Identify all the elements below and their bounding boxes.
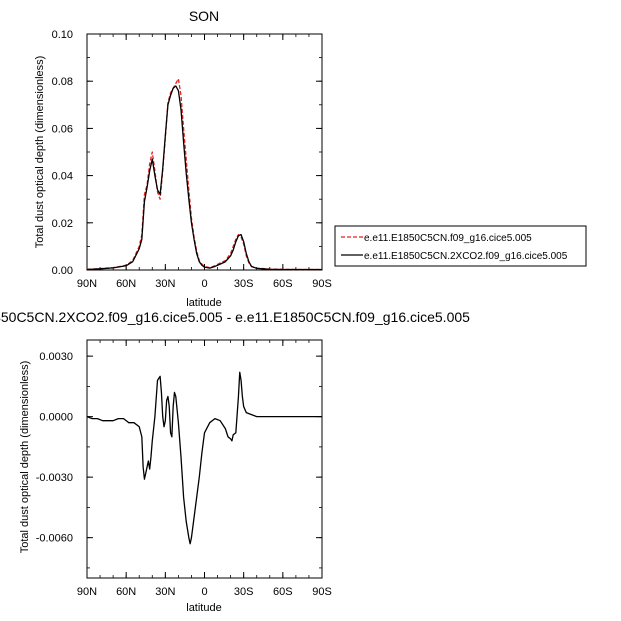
x-axis-label: latitude bbox=[186, 297, 221, 309]
x-tick-label: 90S bbox=[312, 586, 332, 598]
y-tick-label: 0.06 bbox=[52, 123, 73, 135]
x-tick-label: 30N bbox=[155, 278, 175, 290]
chart-legend: e.e11.E1850C5CN.f09_g16.cice5.005 e.e11.E… bbox=[334, 225, 587, 267]
y-tick-label: 0.04 bbox=[52, 171, 73, 183]
plot-area: 90N 60N 30N 0 30S 60S 90S 0.00 0.02 0.04 0.06 0.08 0… bbox=[52, 29, 332, 290]
x-axis-label: latitude bbox=[186, 602, 221, 614]
y-tick-label: 0.0030 bbox=[39, 351, 73, 363]
y-axis-label: Total dust optical depth (dimensionless) bbox=[34, 56, 46, 249]
bottom-chart: e.e11.E1850C5CN.2XCO2.f09_g16.cice5.005 … bbox=[0, 309, 470, 614]
x-tick-label: 60S bbox=[273, 278, 293, 290]
y-tick-label: 0.02 bbox=[52, 218, 73, 230]
legend-label: e.e11.E1850C5CN.2XCO2.f09_g16.cice5.005 bbox=[364, 251, 568, 262]
x-tick-label: 0 bbox=[201, 278, 207, 290]
series-line bbox=[86, 78, 322, 271]
chart-title: SON bbox=[189, 8, 219, 24]
y-tick-label: 0.0000 bbox=[39, 412, 73, 424]
x-tick-label: 60S bbox=[273, 586, 293, 598]
x-tick-label: 90N bbox=[77, 278, 97, 290]
legend-box bbox=[334, 225, 587, 267]
x-tick-label: 60N bbox=[116, 278, 136, 290]
chart-title: e.e11.E1850C5CN.2XCO2.f09_g16.cice5.005 … bbox=[0, 309, 470, 325]
y-tick-label: 0.08 bbox=[52, 76, 73, 88]
top-chart: SON Total dust optical depth (dimensionl… bbox=[34, 8, 587, 309]
plot-area: 90N 60N 30N 0 30S 60S 90S 0.0030 0.0000 -0.0030 -0… bbox=[36, 339, 332, 598]
x-tick-label: 0 bbox=[201, 586, 207, 598]
y-tick-label: 0.10 bbox=[52, 29, 73, 41]
y-tick-label: -0.0030 bbox=[36, 472, 73, 484]
series-line bbox=[86, 85, 322, 271]
x-tick-label: 30S bbox=[234, 586, 254, 598]
x-tick-label: 60N bbox=[116, 586, 136, 598]
y-axis-label: Total dust optical depth (dimensionless) bbox=[19, 361, 31, 554]
y-tick-label: 0.00 bbox=[52, 265, 73, 277]
x-tick-label: 90S bbox=[312, 278, 332, 290]
x-tick-label: 90N bbox=[77, 586, 97, 598]
plot-frame bbox=[86, 33, 323, 271]
y-tick-label: -0.0060 bbox=[36, 533, 73, 545]
x-tick-label: 30N bbox=[155, 586, 175, 598]
legend-label: e.e11.E1850C5CN.f09_g16.cice5.005 bbox=[364, 233, 532, 244]
plot-frame bbox=[86, 339, 323, 579]
series-line bbox=[86, 371, 322, 545]
x-tick-label: 30S bbox=[234, 278, 254, 290]
